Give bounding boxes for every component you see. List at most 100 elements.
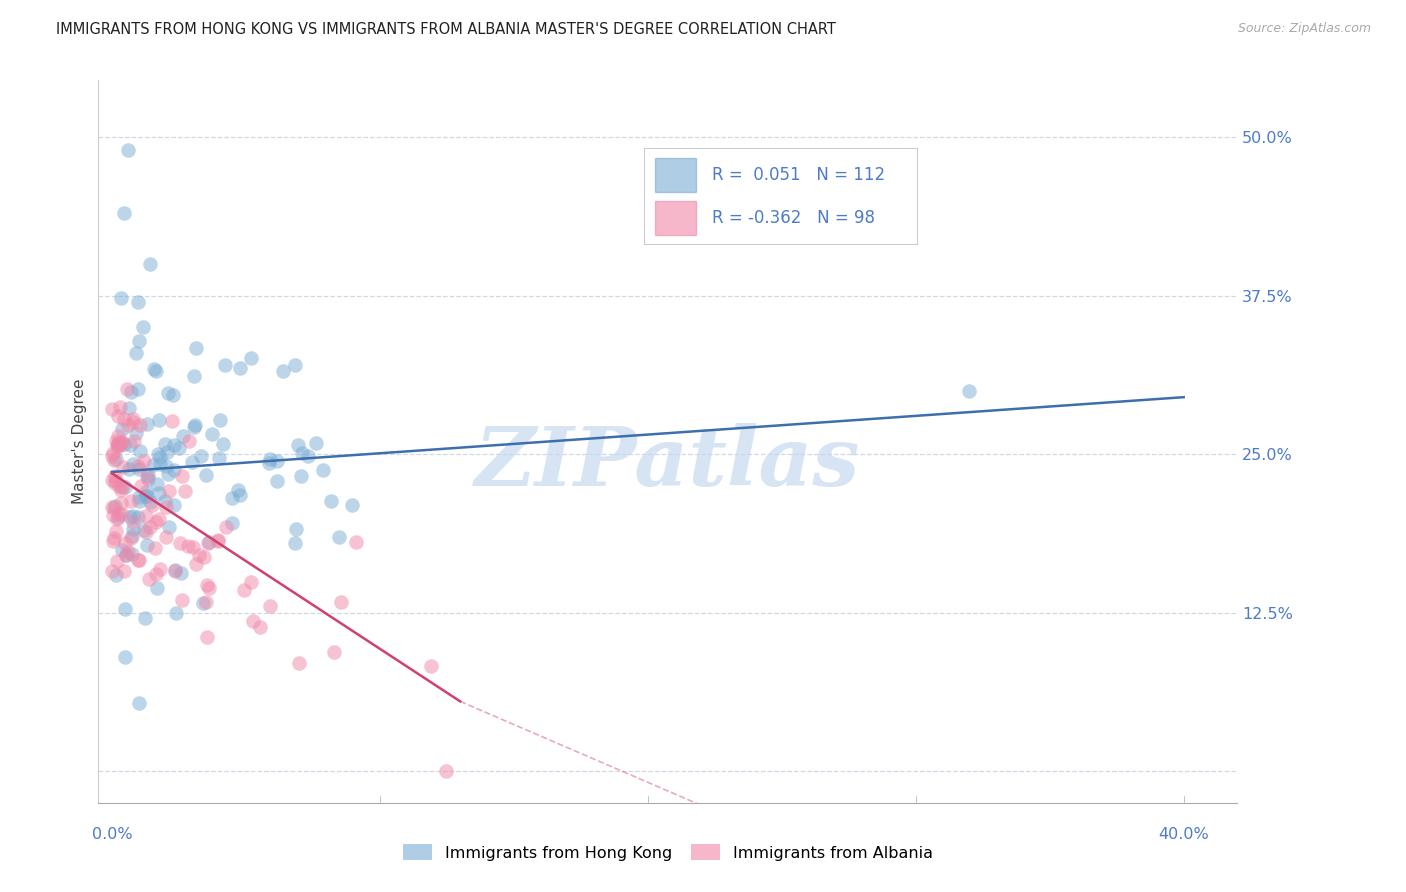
Point <box>155 493 177 508</box>
Point <box>167 441 190 455</box>
Point <box>211 436 233 450</box>
Point <box>181 541 204 555</box>
Point <box>177 434 200 448</box>
Point <box>128 696 150 710</box>
Point <box>163 498 186 512</box>
Point <box>207 533 229 548</box>
Point <box>101 449 124 463</box>
Point <box>156 445 179 459</box>
Point <box>101 534 124 549</box>
Point <box>112 436 135 450</box>
Point <box>110 479 132 493</box>
Point <box>120 531 142 545</box>
Point <box>112 564 135 578</box>
Point <box>115 382 138 396</box>
Point <box>146 447 169 461</box>
Point <box>104 499 127 513</box>
Point <box>104 469 127 483</box>
Legend: Immigrants from Hong Kong, Immigrants from Albania: Immigrants from Hong Kong, Immigrants fr… <box>396 838 939 867</box>
Point <box>127 383 149 397</box>
Point <box>128 334 150 348</box>
Point <box>108 439 131 453</box>
Point <box>420 658 443 673</box>
Point <box>107 409 129 423</box>
Point <box>957 384 980 398</box>
Point <box>284 522 307 536</box>
Point <box>194 595 217 609</box>
Point <box>148 486 170 500</box>
Point <box>143 362 166 376</box>
Text: Source: ZipAtlas.com: Source: ZipAtlas.com <box>1237 22 1371 36</box>
Text: ZIPatlas: ZIPatlas <box>475 423 860 503</box>
Bar <box>655 201 696 235</box>
Point <box>135 508 157 523</box>
Point <box>208 451 231 466</box>
Point <box>136 417 159 431</box>
Point <box>128 462 150 476</box>
Point <box>284 536 307 550</box>
Point <box>108 507 131 521</box>
Point <box>103 446 125 460</box>
Point <box>124 434 146 448</box>
Point <box>344 535 367 549</box>
Point <box>229 360 252 375</box>
Point <box>107 510 129 524</box>
Point <box>128 493 150 508</box>
Point <box>120 494 142 508</box>
Point <box>193 549 215 564</box>
Point <box>132 523 155 537</box>
Point <box>134 489 156 503</box>
Point <box>155 500 177 514</box>
Point <box>240 351 263 365</box>
Point <box>107 439 129 453</box>
Point <box>170 566 193 580</box>
Point <box>157 483 180 498</box>
Point <box>117 143 139 157</box>
Point <box>108 479 131 493</box>
Point <box>110 435 132 450</box>
Point <box>114 649 136 664</box>
Point <box>125 426 148 441</box>
Point <box>111 434 134 449</box>
Point <box>188 548 211 562</box>
Point <box>138 467 160 482</box>
Point <box>228 483 250 497</box>
Point <box>195 630 218 644</box>
Point <box>122 415 145 429</box>
Point <box>198 581 221 595</box>
Point <box>132 320 155 334</box>
Point <box>146 477 169 491</box>
Point <box>135 538 157 552</box>
Point <box>114 549 136 563</box>
Point <box>434 764 457 778</box>
Point <box>259 452 281 467</box>
Point <box>249 620 271 634</box>
Point <box>122 522 145 536</box>
Text: R =  0.051   N = 112: R = 0.051 N = 112 <box>713 166 886 184</box>
Point <box>191 596 214 610</box>
Point <box>121 547 143 561</box>
Point <box>157 519 180 533</box>
Point <box>305 435 328 450</box>
Point <box>117 545 139 559</box>
Point <box>142 458 165 472</box>
Point <box>104 474 127 488</box>
Point <box>329 595 352 609</box>
Point <box>287 438 309 452</box>
Point <box>141 498 163 512</box>
Point <box>117 418 139 433</box>
Point <box>266 454 288 468</box>
Point <box>117 401 139 415</box>
Point <box>214 519 236 533</box>
Point <box>145 567 167 582</box>
Point <box>132 454 155 468</box>
Point <box>110 483 132 497</box>
Point <box>129 479 152 493</box>
Point <box>111 507 134 521</box>
Point <box>127 295 149 310</box>
Point <box>107 438 129 452</box>
Point <box>107 429 129 443</box>
Point <box>143 541 166 556</box>
Point <box>174 484 197 499</box>
Point <box>186 557 208 571</box>
